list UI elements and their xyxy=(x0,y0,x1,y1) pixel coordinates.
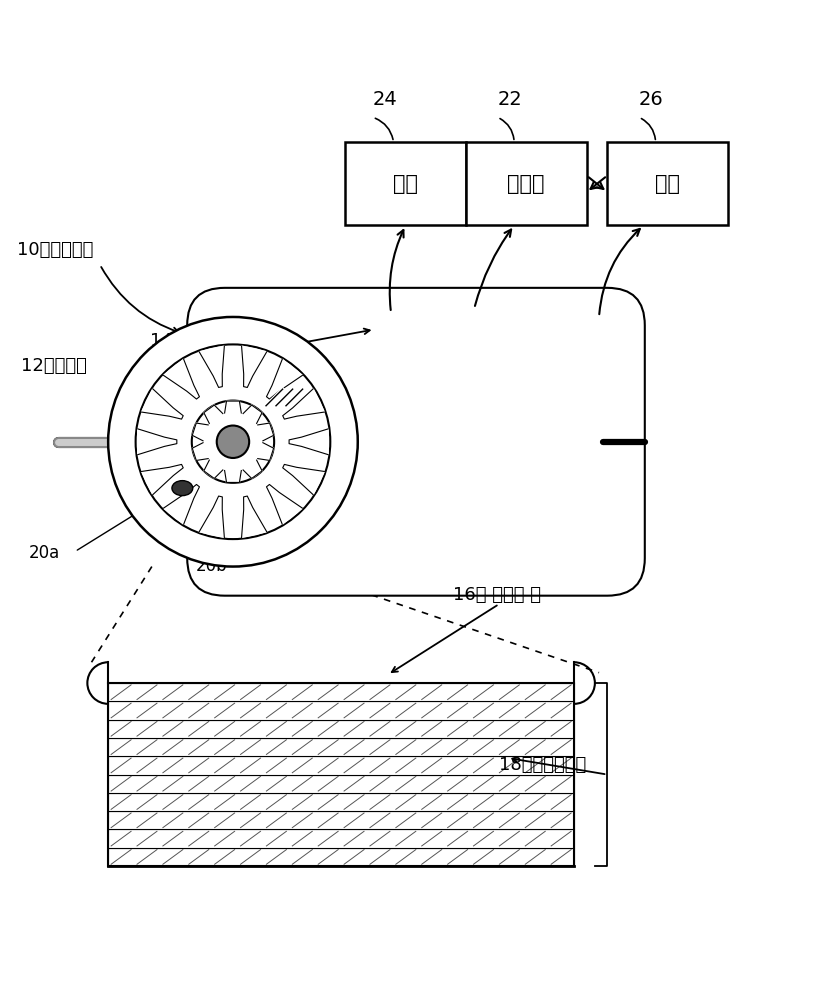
Bar xyxy=(108,701,574,720)
Polygon shape xyxy=(138,429,177,455)
Circle shape xyxy=(108,317,358,567)
Polygon shape xyxy=(164,359,200,399)
Text: 26: 26 xyxy=(639,90,664,109)
Bar xyxy=(466,142,587,225)
Bar xyxy=(108,720,574,738)
Circle shape xyxy=(136,344,330,539)
Polygon shape xyxy=(141,389,183,419)
Bar xyxy=(108,848,574,866)
Polygon shape xyxy=(225,471,241,482)
Polygon shape xyxy=(192,423,208,441)
Bar xyxy=(108,738,574,756)
Polygon shape xyxy=(266,484,302,524)
Polygon shape xyxy=(243,460,262,478)
Polygon shape xyxy=(241,496,267,537)
Polygon shape xyxy=(283,464,324,495)
Text: 20b: 20b xyxy=(196,557,227,575)
Text: 24: 24 xyxy=(373,90,398,109)
Polygon shape xyxy=(283,389,324,419)
Text: 18（线圈绕组）: 18（线圈绕组） xyxy=(499,756,587,774)
Polygon shape xyxy=(204,460,223,478)
Polygon shape xyxy=(266,359,302,399)
Polygon shape xyxy=(199,346,225,387)
Polygon shape xyxy=(258,443,274,460)
Circle shape xyxy=(191,401,275,483)
Text: 驱动器: 驱动器 xyxy=(508,174,545,194)
Text: 16（ 定子齿 ）: 16（ 定子齿 ） xyxy=(453,586,542,604)
Circle shape xyxy=(216,426,250,458)
Polygon shape xyxy=(141,464,183,495)
Bar xyxy=(607,142,728,225)
Bar xyxy=(108,829,574,848)
Polygon shape xyxy=(164,484,200,524)
Polygon shape xyxy=(204,405,223,423)
Polygon shape xyxy=(241,346,267,387)
Polygon shape xyxy=(199,496,225,537)
Bar xyxy=(108,811,574,829)
Text: 14（定子）: 14（定子） xyxy=(150,332,215,350)
FancyBboxPatch shape xyxy=(187,288,645,596)
Bar xyxy=(108,756,574,775)
Polygon shape xyxy=(243,405,262,423)
Polygon shape xyxy=(225,401,241,413)
Text: 12（转子）: 12（转子） xyxy=(21,357,87,375)
Text: 20a: 20a xyxy=(29,544,61,562)
Bar xyxy=(108,683,574,701)
Polygon shape xyxy=(192,443,208,460)
Ellipse shape xyxy=(172,481,193,496)
Text: 22: 22 xyxy=(498,90,522,109)
Text: 控制: 控制 xyxy=(393,174,418,194)
Bar xyxy=(108,683,574,866)
Polygon shape xyxy=(289,429,328,455)
Text: 10（电动机）: 10（电动机） xyxy=(17,241,93,259)
Bar xyxy=(345,142,466,225)
Bar xyxy=(108,775,574,793)
Text: 电源: 电源 xyxy=(655,174,681,194)
Bar xyxy=(108,793,574,811)
Polygon shape xyxy=(258,423,274,441)
